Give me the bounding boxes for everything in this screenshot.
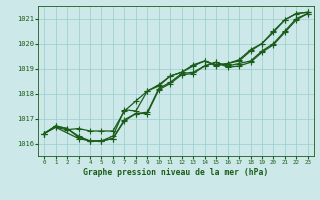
X-axis label: Graphe pression niveau de la mer (hPa): Graphe pression niveau de la mer (hPa) (84, 168, 268, 177)
